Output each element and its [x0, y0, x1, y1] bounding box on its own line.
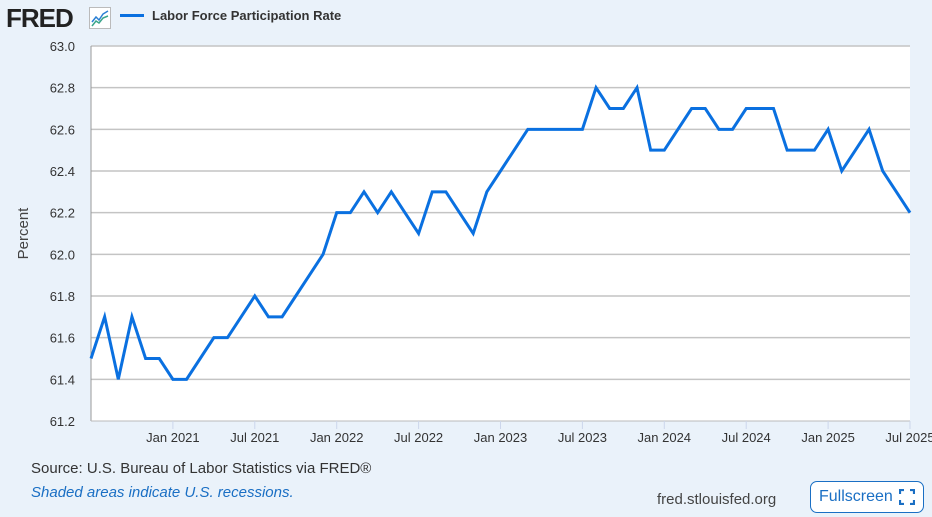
- x-tick-label: Jan 2022: [310, 430, 364, 445]
- y-tick-label: 61.8: [50, 289, 75, 304]
- y-tick-label: 61.2: [50, 414, 75, 429]
- x-tick-label: Jan 2025: [801, 430, 855, 445]
- x-tick-label: Jul 2023: [558, 430, 607, 445]
- x-tick-label: Jul 2025: [885, 430, 932, 445]
- y-tick-label: 61.4: [50, 372, 75, 387]
- fullscreen-button[interactable]: Fullscreen: [810, 481, 924, 513]
- fred-logo[interactable]: FRED: [6, 3, 74, 33]
- y-tick-label: 62.4: [50, 164, 75, 179]
- y-tick-label: 62.0: [50, 247, 75, 262]
- y-axis-label: Percent: [15, 207, 32, 260]
- y-tick-label: 63.0: [50, 39, 75, 54]
- line-chart: 61.2 61.4 61.6 61.8 62.0 62.2 62.4 62.6 62.8 63.0…: [15, 39, 932, 445]
- source-text: Source: U.S. Bureau of Labor Statistics …: [31, 460, 372, 477]
- legend: Labor Force Participation Rate: [120, 8, 341, 23]
- x-tick-label: Jan 2024: [638, 430, 692, 445]
- fullscreen-label: Fullscreen: [819, 488, 893, 505]
- x-tick-label: Jul 2024: [722, 430, 771, 445]
- x-tick-label: Jan 2021: [146, 430, 200, 445]
- y-tick-label: 62.6: [50, 122, 75, 137]
- plot-area: [91, 46, 910, 421]
- x-tick-label: Jul 2021: [230, 430, 279, 445]
- y-tick-label: 62.8: [50, 81, 75, 96]
- y-tick-label: 61.6: [50, 331, 75, 346]
- line-chart-icon: [89, 7, 111, 29]
- site-link[interactable]: fred.stlouisfed.org: [657, 491, 777, 508]
- y-tick-label: 62.2: [50, 206, 75, 221]
- x-tick-label: Jul 2022: [394, 430, 443, 445]
- legend-label: Labor Force Participation Rate: [152, 8, 342, 23]
- x-tick-label: Jan 2023: [474, 430, 528, 445]
- recession-note: Shaded areas indicate U.S. recessions.: [31, 484, 294, 501]
- legend-swatch: [120, 14, 144, 17]
- series-line: [89, 83, 912, 381]
- expand-icon: [898, 489, 915, 505]
